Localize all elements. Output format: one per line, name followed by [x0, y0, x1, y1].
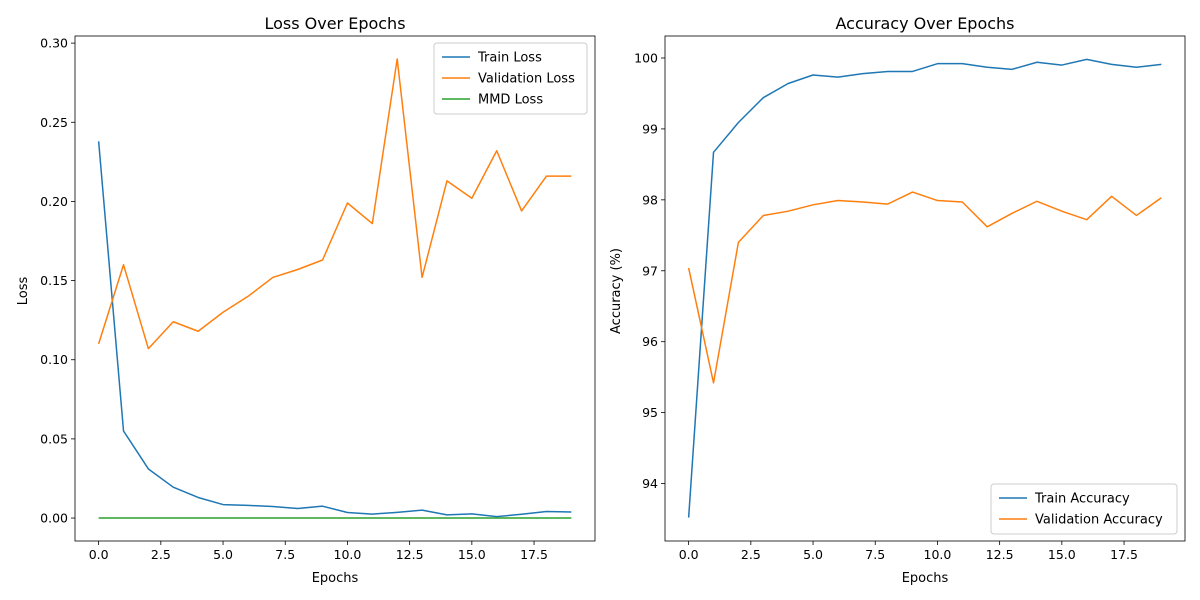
plot-frame [74, 35, 596, 542]
y-tick-label: 96 [642, 334, 658, 349]
series-line [687, 191, 1162, 384]
x-tick-label: 0.0 [89, 547, 109, 562]
y-tick-label: 95 [642, 405, 658, 420]
y-tick-label: 0.05 [40, 431, 68, 446]
x-tick-label: 10.0 [334, 547, 362, 562]
x-axis-label: Epochs [902, 571, 949, 586]
legend: Train Loss Validation Loss MMD Loss [433, 42, 588, 115]
x-tick-label: 7.5 [865, 547, 885, 562]
legend-label: MMD Loss [478, 93, 543, 108]
y-tick-label: 0.00 [40, 511, 68, 526]
chart-title: Accuracy Over Epochs [835, 14, 1014, 33]
chart-title: Loss Over Epochs [264, 14, 405, 33]
x-tick-label: 15.0 [458, 547, 486, 562]
x-axis-label: Epochs [312, 571, 359, 586]
plot-frame [664, 35, 1186, 542]
x-tick-label: 17.5 [1110, 547, 1138, 562]
legend-label: Train Loss [477, 51, 542, 66]
x-tick-label: 7.5 [275, 547, 295, 562]
legend: Train Accuracy Validation Accuracy [990, 483, 1178, 535]
series-line [97, 141, 572, 518]
y-tick-label: 0.20 [40, 194, 68, 209]
legend-box [433, 42, 588, 115]
legend-box [990, 483, 1178, 535]
legend-label: Validation Accuracy [1035, 513, 1163, 528]
y-tick-label: 100 [634, 50, 658, 65]
x-tick-label: 17.5 [520, 547, 548, 562]
y-tick-label: 0.30 [40, 36, 68, 51]
x-tick-label: 12.5 [986, 547, 1014, 562]
y-tick-label: 98 [642, 192, 658, 207]
x-tick-label: 5.0 [803, 547, 823, 562]
legend-label: Train Accuracy [1034, 492, 1130, 507]
series-line [687, 58, 1162, 518]
x-tick-label: 0.0 [679, 547, 699, 562]
legend-label: Validation Loss [478, 72, 575, 87]
x-tick-label: 12.5 [396, 547, 424, 562]
y-tick-label: 94 [642, 476, 658, 491]
accuracy-chart: Accuracy Over Epochs Epochs Accuracy (%)… [609, 14, 1186, 586]
x-tick-label: 2.5 [741, 547, 761, 562]
y-tick-label: 0.10 [40, 352, 68, 367]
x-tick-label: 2.5 [151, 547, 171, 562]
y-tick-label: 97 [642, 263, 658, 278]
y-tick-label: 0.15 [40, 273, 68, 288]
y-axis-label: Accuracy (%) [609, 248, 624, 334]
y-axis-label: Loss [16, 277, 31, 306]
x-tick-label: 5.0 [213, 547, 233, 562]
x-tick-label: 15.0 [1048, 547, 1076, 562]
loss-chart: Loss Over Epochs Epochs Loss 0.0 2.5 5.0 7.… [16, 14, 596, 586]
y-tick-label: 99 [642, 121, 658, 136]
y-tick-label: 0.25 [40, 115, 68, 130]
x-tick-label: 10.0 [924, 547, 952, 562]
series-line [97, 58, 572, 350]
